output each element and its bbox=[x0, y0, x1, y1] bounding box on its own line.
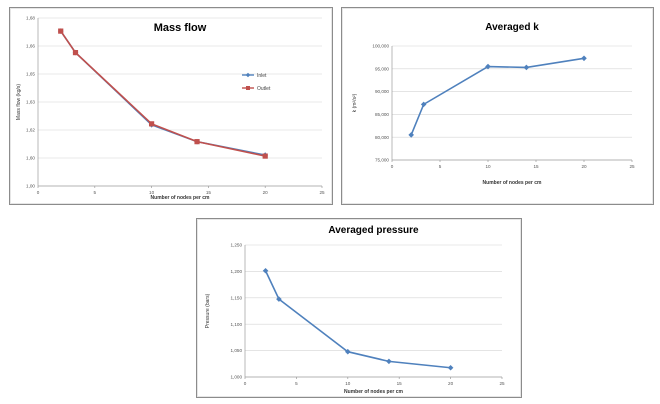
series-line bbox=[266, 271, 451, 368]
y-tick-label: 1,250 bbox=[231, 243, 243, 248]
data-point bbox=[263, 268, 269, 274]
x-axis-label: Number of nodes per cm bbox=[483, 180, 542, 186]
chart-panel-averaged-pressure: 1,000 1,050 1,100 1,150 1,200 1,250 0 5 10 15 20 25… bbox=[196, 218, 522, 398]
y-tick-label: 1,150 bbox=[231, 295, 243, 300]
y-axis-label: k (m²/s²) bbox=[352, 93, 358, 112]
x-tick-label: 25 bbox=[629, 164, 635, 169]
x-tick-label: 0 bbox=[37, 190, 40, 195]
y-tick-label: 1,65 bbox=[26, 72, 35, 77]
y-tick-label: 1,66 bbox=[26, 44, 35, 49]
y-tick-label: 75,000 bbox=[375, 158, 389, 163]
legend-entry: Outlet bbox=[257, 86, 271, 92]
y-tick-label: 90,000 bbox=[375, 89, 389, 94]
x-axis-label: Number of nodes per cm bbox=[344, 389, 403, 395]
x-tick-label: 5 bbox=[94, 190, 97, 195]
y-tick-label: 1,050 bbox=[231, 348, 243, 353]
legend-marker bbox=[246, 86, 250, 90]
x-tick-label: 20 bbox=[448, 381, 454, 386]
legend-entry: Inlet bbox=[257, 73, 267, 79]
x-tick-label: 5 bbox=[439, 164, 442, 169]
chart-title: Averaged k bbox=[485, 22, 539, 33]
data-point bbox=[448, 365, 454, 371]
legend-marker bbox=[246, 73, 251, 78]
series-line bbox=[61, 31, 265, 156]
chart-title: Averaged pressure bbox=[328, 225, 419, 236]
series-line bbox=[61, 31, 265, 155]
x-tick-label: 10 bbox=[485, 164, 491, 169]
data-point bbox=[386, 359, 392, 365]
mass-flow-chart: 1,001,601,621,631,651,661,680 5 10 15 20 25Ma… bbox=[10, 8, 332, 204]
x-axis-label: Number of nodes per cm bbox=[151, 195, 210, 201]
y-tick-label: 85,000 bbox=[375, 112, 389, 117]
x-tick-label: 25 bbox=[319, 190, 325, 195]
x-tick-label: 15 bbox=[533, 164, 539, 169]
data-point bbox=[194, 139, 199, 144]
y-tick-label: 1,00 bbox=[26, 184, 35, 189]
y-tick-label: 100,000 bbox=[372, 44, 389, 49]
y-axis-label: Pressure (bars) bbox=[205, 293, 211, 328]
data-point bbox=[58, 29, 63, 34]
y-tick-label: 1,63 bbox=[26, 100, 35, 105]
data-point bbox=[524, 65, 530, 71]
y-tick-label: 80,000 bbox=[375, 135, 389, 140]
y-tick-label: 1,000 bbox=[231, 375, 243, 380]
x-tick-label: 25 bbox=[499, 381, 505, 386]
data-point bbox=[581, 56, 587, 62]
y-tick-label: 1,100 bbox=[231, 322, 243, 327]
y-tick-label: 1,200 bbox=[231, 269, 243, 274]
x-tick-label: 20 bbox=[263, 190, 269, 195]
chart-panel-mass-flow: 1,00 1,60 1,62 1,63 1,65 1,66 1,68 0 5 10 15 20 25 Ma… bbox=[9, 7, 333, 205]
y-tick-label: 1,60 bbox=[26, 156, 35, 161]
averaged-pressure-chart: 1,000 1,050 1,100 1,150 1,200 1,250 0 5 10 15 20 25… bbox=[197, 219, 521, 397]
x-tick-label: 20 bbox=[581, 164, 587, 169]
x-tick-label: 0 bbox=[391, 164, 394, 169]
chart-title: Mass flow bbox=[154, 22, 207, 34]
averaged-k-chart: 75,000 80,000 85,000 90,000 95,000 100,000 0 5 1… bbox=[342, 8, 653, 204]
chart-panel-averaged-k: 75,000 80,000 85,000 90,000 95,000 100,000 0 5 1… bbox=[341, 7, 654, 205]
x-tick-label: 10 bbox=[345, 381, 351, 386]
y-tick-label: 1,62 bbox=[26, 128, 35, 133]
data-point bbox=[73, 50, 78, 55]
series-line bbox=[411, 58, 584, 135]
x-tick-label: 5 bbox=[295, 381, 298, 386]
x-tick-label: 0 bbox=[244, 381, 247, 386]
y-tick-label: 95,000 bbox=[375, 66, 389, 71]
y-axis-label: Mass flow (kg/s) bbox=[16, 84, 22, 120]
data-point bbox=[149, 121, 154, 126]
data-point bbox=[408, 132, 414, 138]
y-tick-label: 1,68 bbox=[26, 16, 35, 21]
data-point bbox=[263, 153, 268, 158]
x-tick-label: 15 bbox=[397, 381, 403, 386]
